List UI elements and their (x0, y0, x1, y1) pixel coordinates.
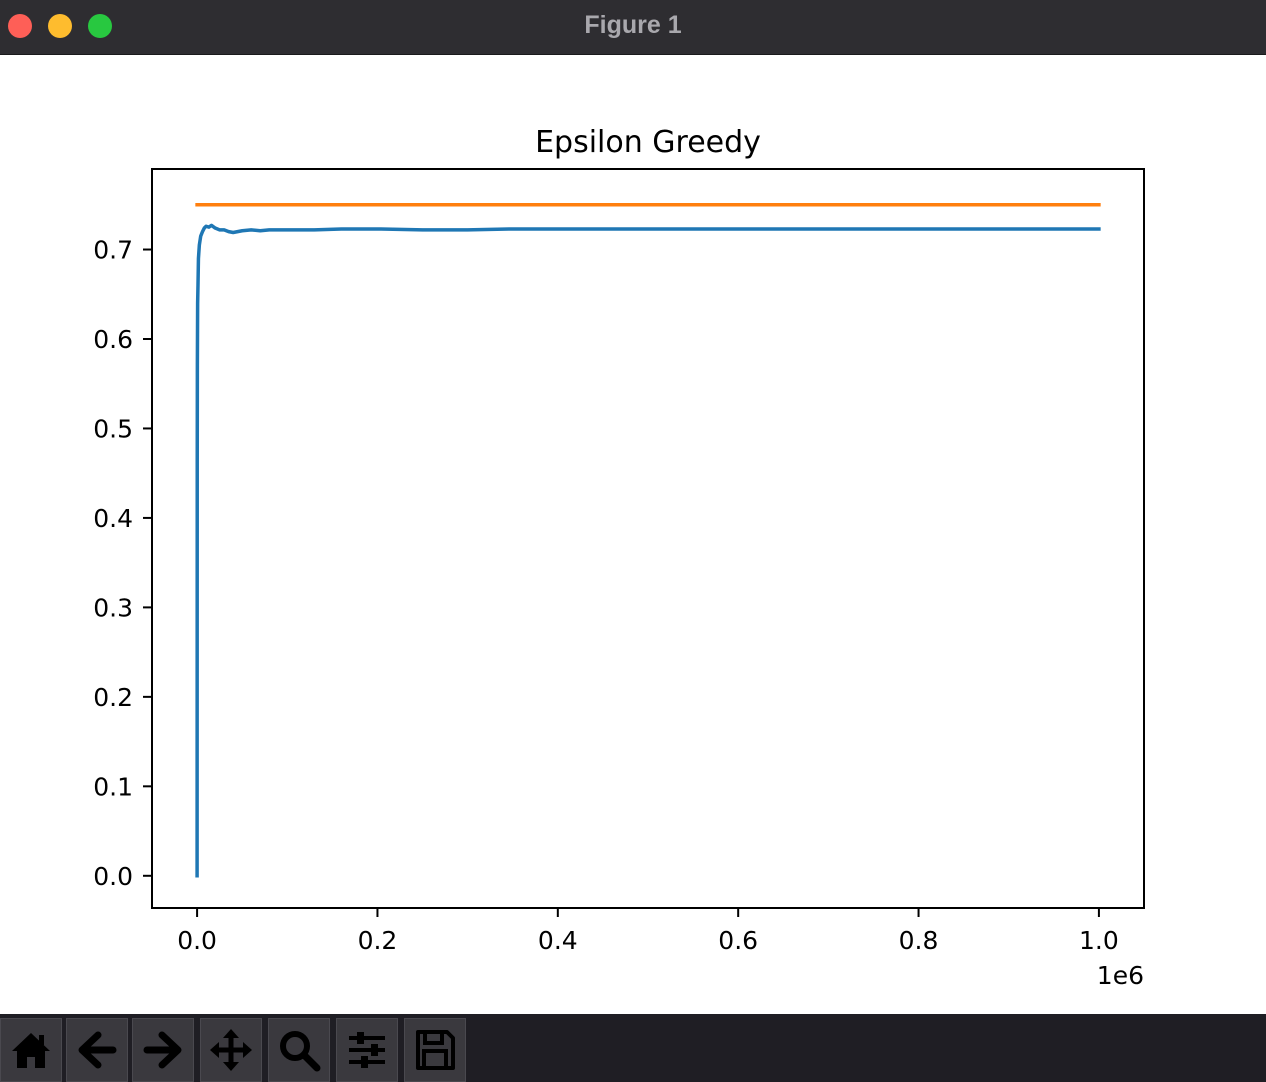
minimize-window-button[interactable] (48, 14, 72, 38)
navigation-toolbar (0, 1014, 1266, 1082)
home-icon (12, 1033, 50, 1068)
forward-button[interactable] (132, 1018, 194, 1082)
home-button[interactable] (0, 1018, 62, 1082)
magnifier-icon (280, 1031, 321, 1072)
x-offset-label: 1e6 (1097, 961, 1144, 990)
move-icon (210, 1029, 252, 1071)
y-tick-label: 0.0 (93, 862, 133, 891)
x-tick-label: 1.0 (1079, 926, 1119, 955)
window-titlebar: Figure 1 (0, 0, 1266, 55)
series-line-1 (195, 223, 1101, 878)
floppy-disk-icon (416, 1030, 455, 1070)
arrow-left-icon (78, 1031, 117, 1069)
y-tick-label: 0.1 (93, 772, 133, 801)
x-tick-label: 0.0 (177, 926, 217, 955)
arrow-right-icon (143, 1031, 182, 1069)
chart-title: Epsilon Greedy (535, 125, 761, 160)
y-tick-label: 0.3 (93, 593, 133, 622)
x-tick-label: 0.2 (358, 926, 398, 955)
x-tick-label: 0.6 (718, 926, 758, 955)
x-tick-label: 0.8 (899, 926, 939, 955)
y-tick-label: 0.2 (93, 683, 133, 712)
y-tick-label: 0.5 (93, 414, 133, 443)
window-title: Figure 1 (584, 11, 682, 39)
figure-canvas: Epsilon Greedy 0.0 0.2 0.4 0.6 0.8 1.0 0.0 0.1 0.… (0, 55, 1266, 1014)
maximize-window-button[interactable] (88, 14, 112, 38)
save-button[interactable] (404, 1018, 466, 1082)
y-tick-label: 0.6 (93, 325, 133, 354)
pan-button[interactable] (200, 1018, 262, 1082)
sliders-icon (349, 1032, 385, 1068)
zoom-button[interactable] (268, 1018, 330, 1082)
axes-frame (151, 168, 1145, 909)
line-chart: Epsilon Greedy 0.0 0.2 0.4 0.6 0.8 1.0 0.0 0.1 0.… (93, 125, 1145, 990)
close-window-button[interactable] (8, 14, 32, 38)
y-tick-label: 0.4 (93, 504, 133, 533)
y-tick-label: 0.7 (93, 236, 133, 265)
configure-subplots-button[interactable] (336, 1018, 398, 1082)
x-tick-label: 0.4 (538, 926, 578, 955)
back-button[interactable] (66, 1018, 128, 1082)
